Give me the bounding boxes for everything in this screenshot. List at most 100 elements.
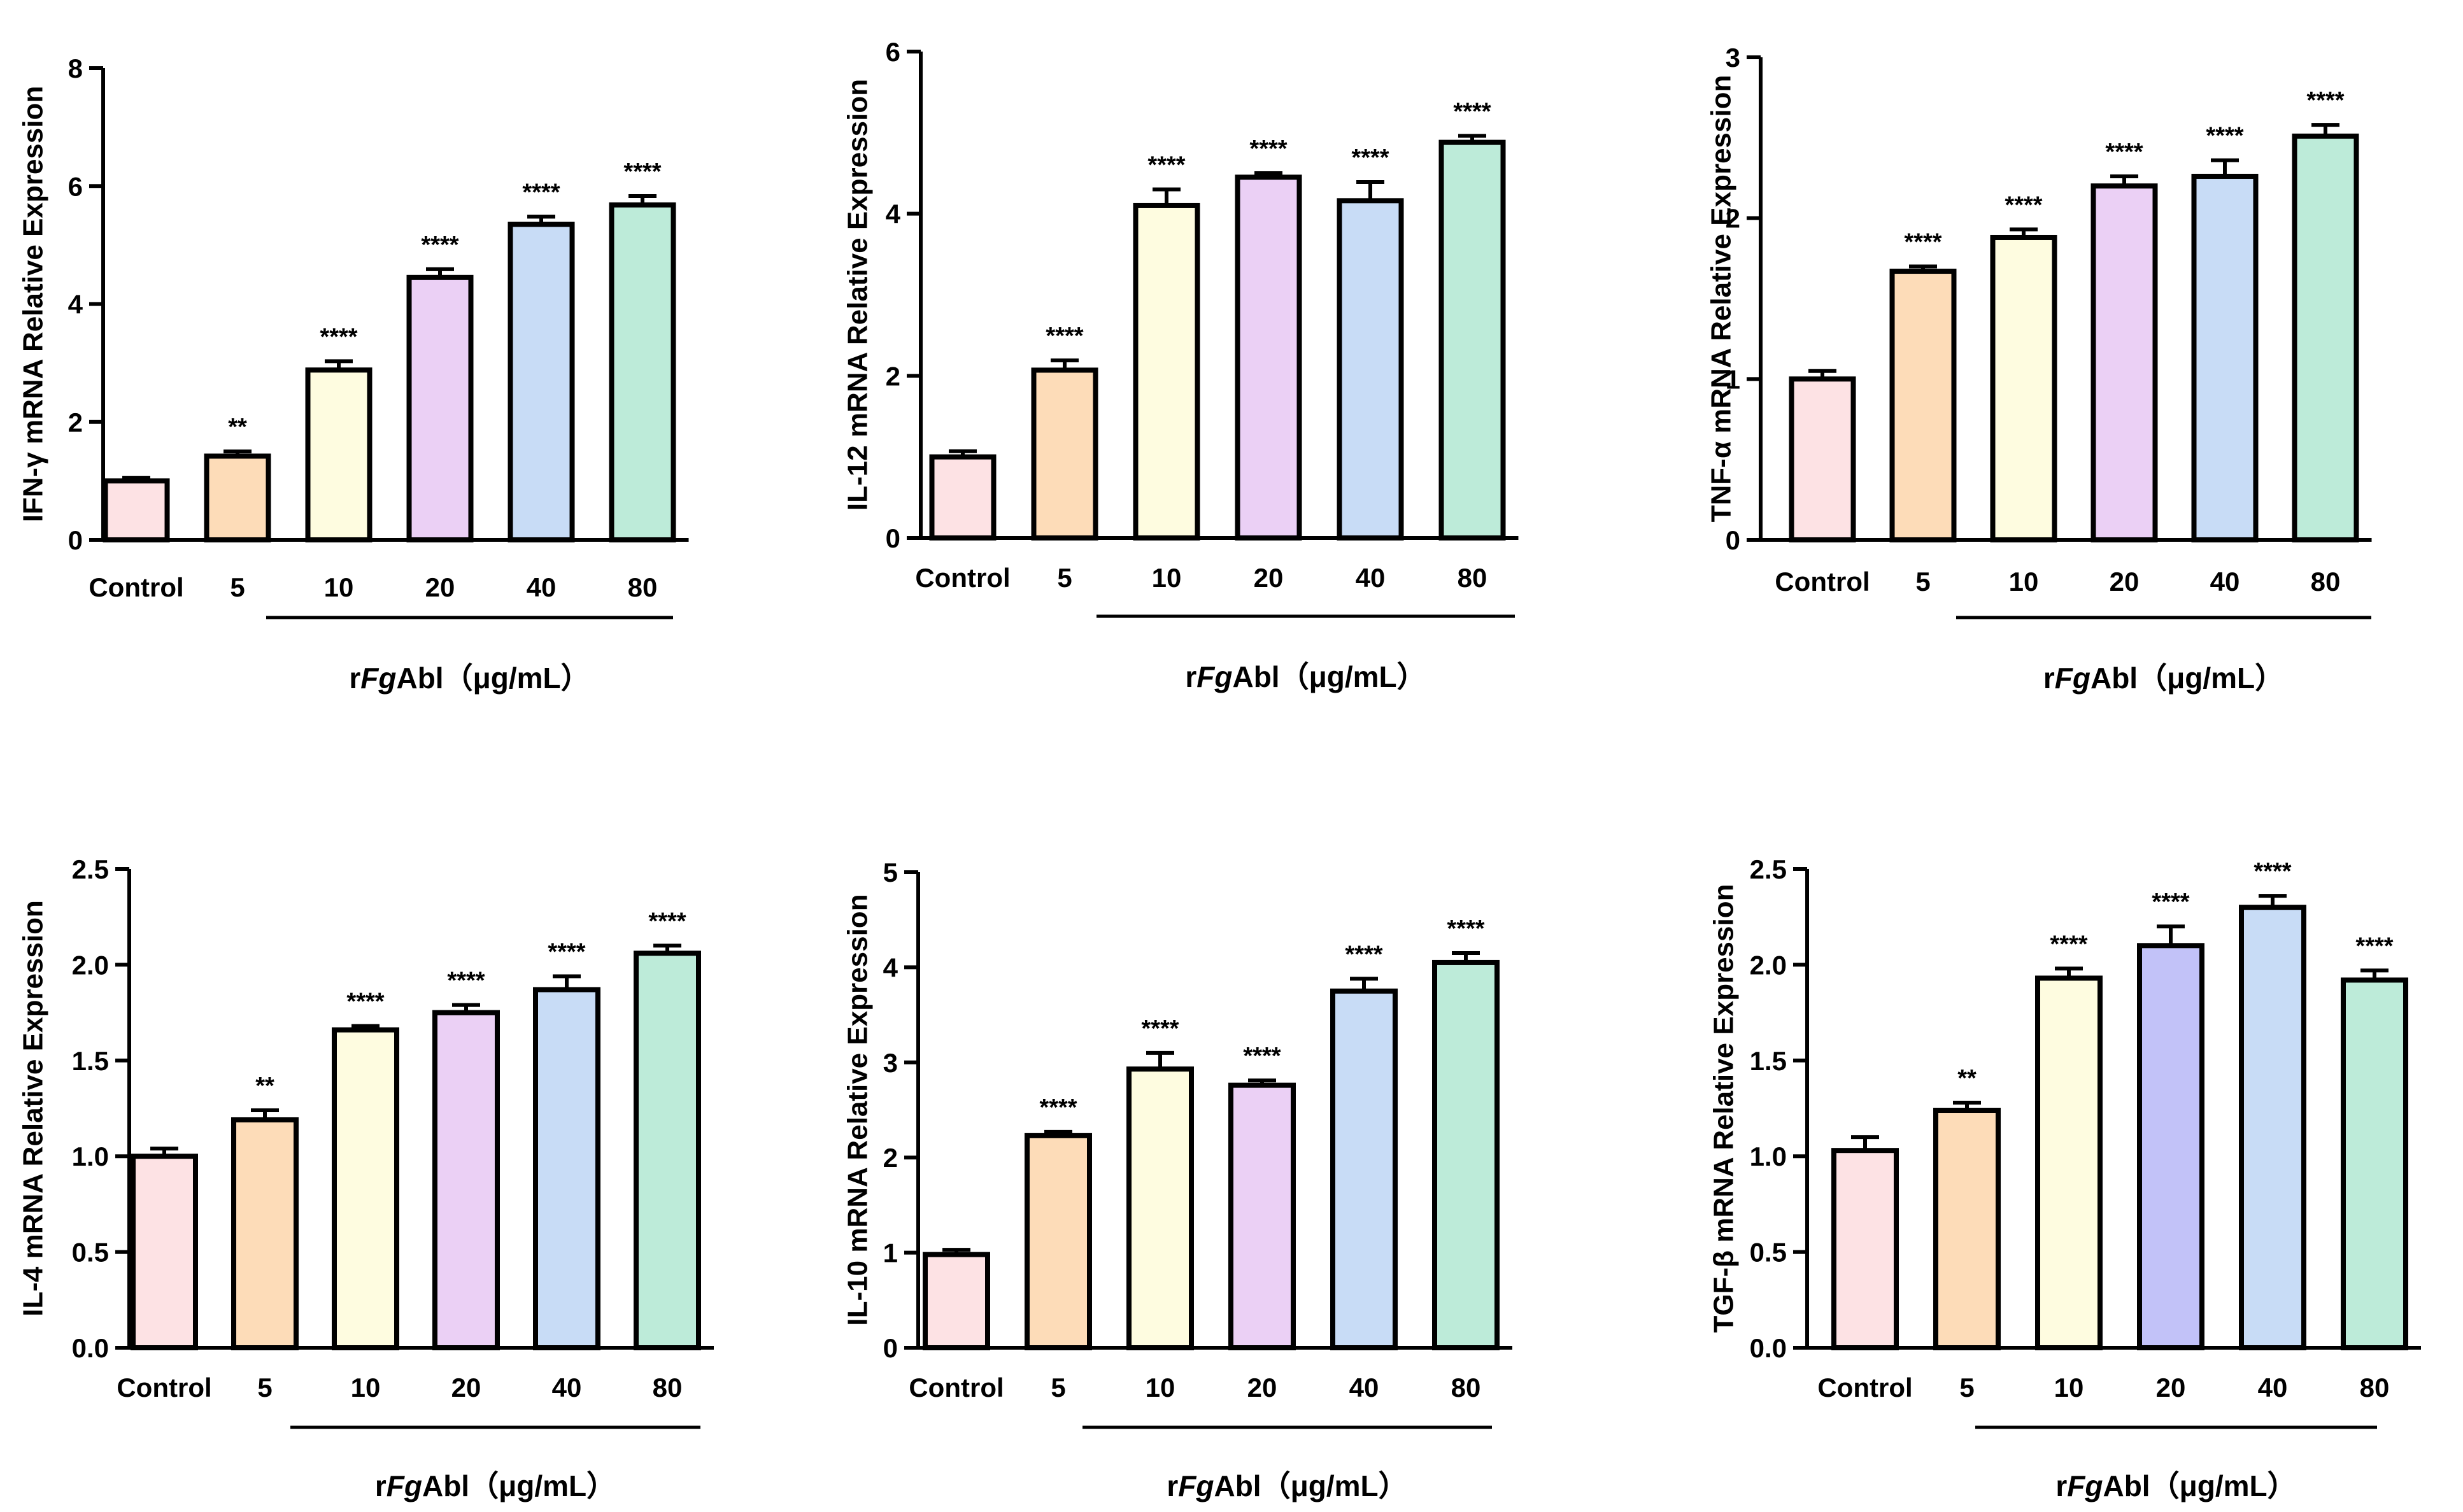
- significance-marker: ****: [522, 179, 560, 206]
- y-tick-label: 0: [1726, 525, 1740, 555]
- x-title-suffix: Abl（μg/mL）: [2090, 661, 2284, 695]
- y-tick-label: 3: [1726, 43, 1740, 73]
- bar-10: [1126, 1066, 1194, 1351]
- significance-marker: **: [1957, 1065, 1977, 1092]
- y-axis-title: IL-12 mRNA Relative Expression: [842, 79, 874, 511]
- x-tick-label: Control: [1775, 567, 1870, 597]
- y-tick-label: 3: [883, 1048, 898, 1078]
- x-tick-label: 80: [653, 1373, 683, 1402]
- significance-marker: ****: [2005, 192, 2042, 218]
- bar-80: [609, 202, 676, 542]
- x-tick-label: 10: [1152, 563, 1182, 593]
- x-tick-label: 40: [2210, 567, 2240, 597]
- y-tick-label: 6: [886, 37, 900, 67]
- x-title-italic: Fg: [1178, 1469, 1214, 1502]
- significance-marker: ****: [320, 323, 357, 350]
- x-title-italic: Fg: [387, 1469, 422, 1502]
- x-tick-label: 40: [1349, 1373, 1379, 1402]
- y-axis-title: IFN-γ mRNA Relative Expression: [18, 86, 49, 522]
- significance-marker: ****: [2152, 889, 2189, 915]
- y-tick-label: 1.0: [1750, 1141, 1787, 1171]
- y-tick-label: 0.5: [72, 1238, 109, 1268]
- x-title-prefix: r: [2055, 1469, 2067, 1502]
- x-title-prefix: r: [375, 1469, 387, 1502]
- x-tick-label: Control: [915, 563, 1010, 593]
- significance-marker: ****: [1147, 152, 1185, 178]
- x-tick-label: 5: [1051, 1373, 1065, 1402]
- x-tick-label: 10: [2009, 567, 2039, 597]
- bar-20: [432, 1010, 500, 1350]
- x-title-italic: Fg: [2055, 661, 2090, 695]
- y-axis-title: TGF-β mRNA Relative Expression: [1708, 884, 1740, 1333]
- chart-panel-2: 0 2 4 6 IL-12 mRNA Relative Expression Contro…: [842, 37, 1519, 693]
- y-tick-label: 2: [886, 361, 900, 391]
- x-tick-label: 20: [2110, 567, 2140, 597]
- chart-panel-6: 0.0 0.5 1.0 1.5 2.0 2.5 TGF-β mRNA Relative Ex…: [1708, 854, 2421, 1502]
- bar-5: [204, 453, 271, 542]
- bar-5: [1933, 1108, 2001, 1351]
- significance-marker: ****: [2050, 931, 2087, 957]
- x-title-prefix: r: [1167, 1469, 1178, 1502]
- x-title-italic: Fg: [2067, 1469, 2103, 1502]
- bar-5: [231, 1117, 299, 1350]
- x-tick-label: 80: [1451, 1373, 1481, 1402]
- x-title-prefix: r: [2043, 661, 2055, 695]
- x-title-prefix: r: [1185, 660, 1196, 693]
- bar-40: [1337, 198, 1404, 541]
- x-tick-label: 20: [451, 1373, 481, 1402]
- y-tick-label: 2.5: [72, 854, 109, 884]
- bar-20: [2137, 943, 2204, 1350]
- x-tick-label: 10: [351, 1373, 381, 1402]
- x-tick-label: 80: [1458, 563, 1487, 593]
- bar-40: [533, 987, 600, 1350]
- y-tick-label: 1.5: [72, 1046, 109, 1076]
- x-title-italic: Fg: [360, 661, 396, 695]
- x-title-prefix: r: [349, 661, 360, 695]
- bar-80: [2341, 977, 2408, 1350]
- bar-control: [929, 454, 997, 541]
- chart-panel-4: 0.0 0.5 1.0 1.5 2.0 2.5 IL-4 mRNA Relative Exp…: [18, 854, 714, 1502]
- significance-marker: ****: [548, 938, 585, 965]
- x-tick-label: 20: [425, 572, 455, 602]
- y-tick-label: 6: [68, 171, 83, 201]
- x-tick-label: 20: [2156, 1373, 2186, 1402]
- bar-80: [634, 950, 701, 1351]
- x-tick-label: 10: [2054, 1373, 2084, 1402]
- chart-panel-1: 0 2 4 6 8 IFN-γ mRNA Relative Expression Contr…: [18, 53, 689, 695]
- significance-marker: ****: [648, 908, 686, 935]
- x-tick-label: 5: [1915, 567, 1930, 597]
- y-tick-label: 2.0: [1750, 950, 1787, 980]
- x-title-suffix: Abl（μg/mL）: [422, 1469, 616, 1502]
- y-tick-label: 0.5: [1750, 1238, 1787, 1268]
- x-tick-label: 80: [2311, 567, 2341, 597]
- x-tick-label: 5: [1057, 563, 1072, 593]
- significance-marker: ****: [1243, 1043, 1281, 1070]
- y-tick-label: 2.0: [72, 950, 109, 980]
- significance-marker: ****: [346, 989, 384, 1015]
- x-title-suffix: Abl（μg/mL）: [1232, 660, 1426, 693]
- x-axis-title: rFgAbl（μg/mL）: [1167, 1469, 1407, 1502]
- x-tick-label: Control: [89, 572, 183, 602]
- bar-40: [2239, 905, 2306, 1351]
- significance-marker: ****: [1351, 145, 1389, 171]
- x-axis-title: rFgAbl（μg/mL）: [2043, 661, 2284, 695]
- chart-panel-5: 0 1 2 3 4 5 IL-10 mRNA Relative Expression Cont…: [842, 858, 1512, 1502]
- bar-5: [1031, 367, 1098, 541]
- bar-40: [2191, 173, 2259, 542]
- y-tick-label: 0.0: [1750, 1333, 1787, 1363]
- x-tick-label: 10: [324, 572, 354, 602]
- bar-40: [1330, 988, 1398, 1350]
- bar-control: [923, 1252, 990, 1351]
- significance-marker: ****: [447, 968, 485, 994]
- significance-marker: ****: [1039, 1094, 1077, 1121]
- y-tick-label: 1.0: [72, 1141, 109, 1171]
- bar-10: [305, 367, 373, 542]
- x-tick-label: Control: [909, 1373, 1004, 1402]
- x-tick-label: 20: [1254, 563, 1284, 593]
- bar-10: [2035, 975, 2103, 1351]
- bar-20: [1228, 1082, 1296, 1350]
- bar-20: [406, 274, 474, 542]
- x-tick-label: 5: [1959, 1373, 1974, 1402]
